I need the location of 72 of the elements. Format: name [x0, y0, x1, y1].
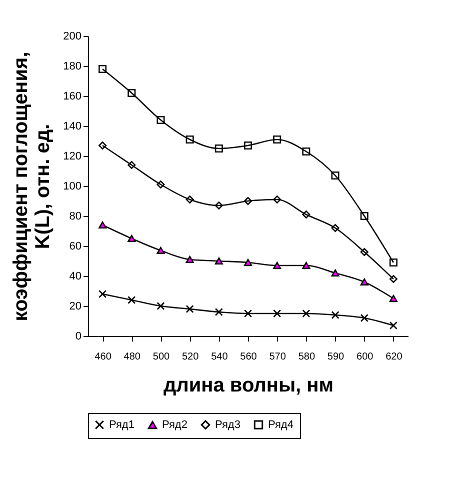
y-tick-label: 0: [75, 330, 82, 342]
point: [360, 248, 368, 256]
x-tick-label: 480: [124, 352, 141, 362]
y-tick-label: 60: [69, 240, 82, 252]
point: [186, 135, 194, 144]
point: [244, 309, 252, 318]
x-tick-label: 460: [94, 352, 112, 362]
point: [273, 309, 282, 318]
point: [128, 160, 136, 170]
y-tick-label: 180: [63, 60, 82, 72]
point: [273, 195, 282, 204]
point: [331, 310, 340, 320]
point: [128, 88, 136, 98]
y-tick-label: 80: [69, 210, 82, 222]
x-tick-label: 560: [240, 352, 258, 362]
legend-label: Ряд2: [162, 419, 188, 432]
y-tick-label: 120: [63, 150, 82, 162]
point: [389, 274, 398, 284]
point: [214, 201, 223, 210]
x-tick-label: 590: [327, 352, 345, 362]
point: [128, 234, 136, 242]
y-tick-label: 40: [69, 270, 82, 282]
point: [156, 246, 165, 254]
point: [273, 262, 282, 270]
point: [302, 309, 310, 318]
point: [331, 269, 340, 277]
y-tick-label: 200: [63, 30, 82, 42]
point: [98, 64, 107, 74]
point: [273, 135, 282, 144]
point: [186, 256, 194, 264]
point: [302, 262, 310, 270]
legend-label: Ряд3: [215, 418, 240, 431]
point: [302, 210, 310, 219]
point: [360, 212, 368, 220]
point: [98, 221, 107, 229]
point: [156, 302, 165, 310]
point: [156, 180, 165, 189]
y-tick-label: 20: [69, 300, 82, 312]
x-axis-title: длина волны, нм: [163, 374, 334, 396]
point: [128, 296, 136, 304]
legend-label: Ряд4: [268, 418, 294, 431]
y-tick-label: 100: [63, 180, 82, 192]
point: [360, 278, 368, 286]
point: [244, 141, 252, 150]
x-tick-label: 580: [298, 352, 316, 362]
x-tick-label: 500: [152, 352, 170, 362]
point: [331, 171, 340, 180]
point: [214, 257, 223, 265]
y-tick-label: 140: [63, 120, 82, 132]
x-tick-label: 600: [356, 352, 374, 362]
point: [156, 116, 165, 124]
x-tick-label: 570: [269, 352, 286, 362]
point: [302, 147, 310, 156]
point: [389, 294, 398, 302]
point: [331, 224, 340, 232]
point: [186, 195, 194, 204]
point: [186, 304, 194, 314]
x-tick-label: 540: [211, 352, 228, 362]
point: [360, 314, 368, 322]
legend-label: Ряд1: [109, 418, 134, 431]
y-axis-title: коэффициент поглощения, K(L), отн. ед.: [10, 52, 54, 322]
point: [389, 258, 398, 267]
point: [98, 290, 107, 298]
point: [214, 144, 223, 153]
y-tick-label: 160: [63, 90, 82, 102]
point: [214, 308, 223, 316]
point: [389, 321, 398, 330]
point: [244, 196, 252, 206]
point: [244, 258, 252, 266]
x-tick-label: 520: [182, 352, 200, 362]
x-tick-label: 620: [386, 352, 403, 362]
point: [98, 141, 107, 150]
